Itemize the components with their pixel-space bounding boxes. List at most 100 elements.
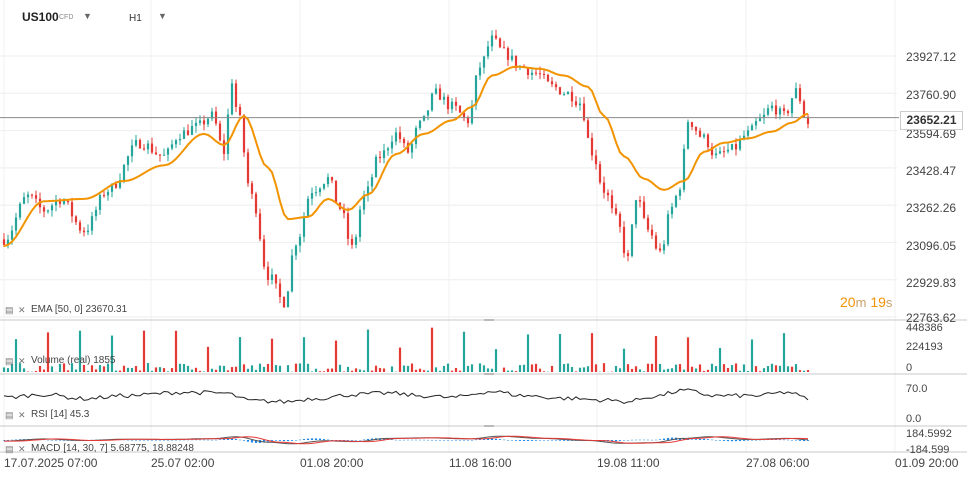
volume-bar — [142, 330, 146, 372]
macd-histogram-bar — [186, 439, 190, 441]
candle-body — [318, 188, 322, 193]
timeframe-selector[interactable]: H1 — [129, 13, 142, 24]
macd-histogram-bar — [498, 439, 502, 440]
candle-body — [598, 164, 602, 183]
volume-bar — [146, 363, 150, 372]
close-icon[interactable]: ✕ — [18, 304, 26, 315]
volume-bar — [198, 370, 202, 372]
macd-histogram-bar — [174, 439, 178, 441]
macd-histogram-bar — [18, 439, 22, 441]
timeframe-dropdown-icon[interactable]: ▼ — [158, 11, 167, 21]
symbol-dropdown-icon[interactable]: ▼ — [83, 11, 92, 21]
candle-body — [302, 216, 306, 237]
volume-bar — [658, 363, 662, 372]
volume-bar — [690, 366, 694, 372]
volume-bar — [646, 363, 650, 372]
macd-histogram-bar — [286, 440, 290, 442]
macd-histogram-bar — [402, 439, 406, 441]
candle-body — [334, 180, 338, 203]
symbol-name[interactable]: US100 — [22, 10, 59, 24]
volume-bar — [562, 364, 566, 372]
candle-body — [506, 48, 510, 60]
volume-bar — [538, 368, 542, 372]
ema-label: EMA [50, 0] 23670.31 — [31, 304, 128, 315]
ema-legend[interactable]: ▤ ✕ EMA [50, 0] 23670.31 — [5, 304, 127, 315]
macd-histogram-bar — [774, 439, 778, 441]
candle-body — [646, 217, 650, 230]
candle-body — [122, 164, 126, 181]
candle-body — [746, 130, 750, 136]
volume-bar — [578, 367, 582, 372]
macd-histogram-bar — [126, 439, 130, 441]
close-icon[interactable]: ✕ — [18, 443, 26, 454]
volume-bar — [766, 366, 770, 372]
macd-histogram-bar — [14, 439, 18, 441]
volume-bar — [406, 365, 410, 372]
time-tick: 11.08 16:00 — [449, 456, 512, 470]
volume-bar — [502, 367, 506, 372]
volume-bar — [654, 335, 658, 372]
volume-bar — [458, 370, 462, 372]
volume-bar — [266, 363, 270, 372]
candle-body — [418, 120, 422, 129]
macd-histogram-bar — [706, 439, 710, 440]
macd-histogram-bar — [786, 439, 790, 441]
price-tick: 23927.12 — [906, 50, 957, 64]
candle-body — [290, 255, 294, 292]
macd-legend[interactable]: ▤ ✕ MACD [14, 30, 7] 5.68775, 18.88248 — [5, 443, 194, 454]
volume-bar — [414, 369, 418, 372]
candle-body — [718, 151, 722, 154]
volume-legend[interactable]: ▤ ✕ Volume (real) 1855 — [5, 355, 116, 366]
macd-histogram-bar — [134, 440, 138, 441]
candle-body — [726, 149, 730, 152]
candle-body — [298, 236, 302, 246]
settings-icon[interactable]: ▤ — [5, 355, 14, 366]
volume-bar — [138, 370, 142, 372]
volume-bar — [238, 337, 242, 372]
candle-body — [790, 98, 794, 114]
settings-icon[interactable]: ▤ — [5, 409, 14, 420]
volume-bar — [702, 370, 706, 372]
rsi-label: RSI [14] 45.3 — [31, 409, 90, 420]
settings-icon[interactable]: ▤ — [5, 443, 14, 454]
volume-bar — [726, 367, 730, 372]
volume-bar — [430, 327, 434, 372]
volume-bar — [378, 368, 382, 372]
macd-histogram-bar — [10, 439, 14, 441]
volume-bar — [722, 364, 726, 372]
volume-bar — [186, 365, 190, 372]
close-icon[interactable]: ✕ — [18, 409, 26, 420]
volume-bar — [6, 368, 10, 372]
candle-body — [474, 75, 478, 106]
candle-body — [762, 114, 766, 119]
volume-bar — [334, 340, 338, 372]
volume-bar — [514, 371, 518, 372]
candle-body — [602, 182, 606, 193]
candle-body — [682, 148, 686, 190]
volume-bar — [590, 333, 594, 372]
volume-bar — [114, 370, 118, 372]
macd-histogram-bar — [798, 440, 802, 441]
volume-bar — [742, 364, 746, 372]
macd-histogram-bar — [718, 440, 722, 441]
close-icon[interactable]: ✕ — [18, 355, 26, 366]
candle-body — [694, 126, 698, 131]
candle-body — [530, 72, 534, 76]
volume-bar — [526, 334, 530, 372]
candle-body — [154, 152, 158, 155]
macd-label: MACD [14, 30, 7] 5.68775, 18.88248 — [31, 443, 194, 454]
macd-histogram-bar — [354, 440, 358, 441]
rsi-legend[interactable]: ▤ ✕ RSI [14] 45.3 — [5, 409, 89, 420]
volume-bar — [366, 329, 370, 372]
volume-bar — [674, 364, 678, 372]
candle-body — [454, 101, 458, 106]
macd-histogram-bar — [690, 439, 694, 440]
macd-histogram-bar — [430, 439, 434, 441]
candle-body — [722, 151, 726, 153]
macd-tick: -184.599 — [906, 444, 950, 456]
countdown-sec-unit: s — [885, 295, 893, 310]
settings-icon[interactable]: ▤ — [5, 304, 14, 315]
candle-body — [702, 134, 706, 137]
candle-body — [582, 103, 586, 121]
